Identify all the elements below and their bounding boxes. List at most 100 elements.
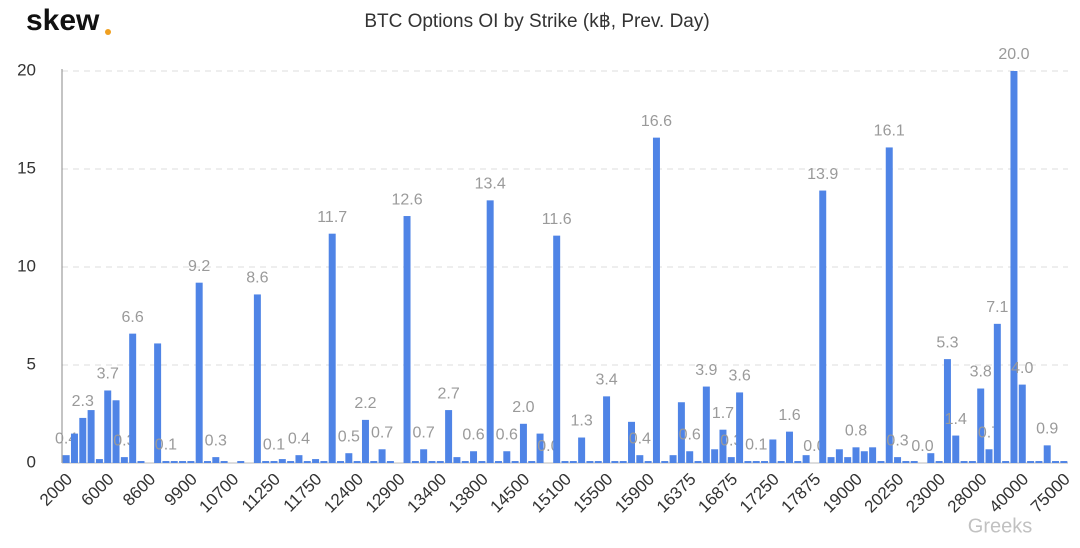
bar	[95, 459, 103, 463]
bar	[752, 461, 760, 463]
bar	[943, 359, 951, 463]
bar	[777, 461, 785, 463]
x-tick-label: 75000	[1027, 470, 1074, 517]
bar	[910, 461, 918, 463]
data-label: 11.6	[542, 211, 572, 228]
data-label: 0.9	[1036, 421, 1058, 438]
data-label: 0.3	[886, 432, 908, 449]
data-label: 3.4	[595, 372, 617, 389]
bar	[470, 451, 478, 463]
bar	[162, 461, 170, 463]
bar	[736, 392, 744, 463]
x-tick-label: 19000	[819, 470, 866, 517]
bar	[237, 461, 245, 463]
bar	[120, 457, 128, 463]
bar	[154, 343, 162, 463]
y-tick-label: 0	[27, 452, 36, 471]
logo-dot	[105, 29, 111, 35]
data-label: 2.7	[437, 385, 459, 402]
bar	[619, 461, 627, 463]
bar	[212, 457, 220, 463]
bar	[70, 433, 78, 463]
bar	[686, 451, 694, 463]
bar	[428, 461, 436, 463]
bar	[1060, 461, 1068, 463]
bar	[628, 421, 636, 463]
x-tick-label: 6000	[78, 470, 118, 510]
data-label: 0.7	[413, 424, 435, 441]
bar	[819, 190, 827, 463]
data-label: 0.8	[845, 423, 867, 440]
bar	[328, 233, 336, 463]
x-tick-label: 17250	[736, 470, 783, 517]
bar	[993, 323, 1001, 463]
x-tick-label: 23000	[902, 470, 949, 517]
data-label: 6.6	[122, 309, 144, 326]
data-label: 1.4	[945, 411, 967, 428]
bar	[636, 455, 644, 463]
data-label: 2.3	[72, 393, 94, 410]
bar	[553, 235, 561, 463]
bar	[129, 333, 137, 463]
data-label: 0.0	[911, 438, 933, 455]
chart-title: BTC Options OI by Strike (k฿, Prev. Day)	[364, 11, 709, 32]
bar	[295, 455, 303, 463]
bar	[844, 457, 852, 463]
bar	[204, 461, 211, 463]
bar	[835, 449, 843, 463]
bar	[977, 388, 985, 463]
bar	[478, 461, 486, 463]
bar	[1010, 71, 1018, 463]
x-tick-label: 11250	[238, 470, 284, 516]
bar	[968, 461, 976, 463]
bar	[952, 435, 960, 463]
bar	[503, 451, 511, 463]
bar	[370, 461, 378, 463]
bar	[87, 410, 95, 463]
data-label: 0.7	[371, 424, 393, 441]
x-tick-label: 12900	[362, 470, 409, 517]
bar	[960, 461, 968, 463]
data-label: 0.1	[745, 436, 767, 453]
bar	[578, 437, 586, 463]
bar	[927, 453, 935, 463]
bar	[445, 410, 453, 463]
data-label: 13.9	[807, 166, 838, 183]
bar	[320, 461, 328, 463]
data-label: 3.8	[970, 364, 992, 381]
data-label: 0.6	[462, 426, 484, 443]
bar	[652, 137, 660, 463]
bar	[536, 433, 544, 463]
bar	[361, 419, 369, 463]
x-tick-label: 11750	[280, 470, 326, 516]
bar	[802, 455, 810, 463]
bar	[195, 282, 203, 463]
bar	[312, 459, 320, 463]
y-tick-label: 5	[27, 354, 36, 373]
data-label: 16.1	[874, 123, 905, 140]
data-label: 3.7	[97, 366, 119, 383]
data-label: 20.0	[998, 46, 1029, 63]
bar	[702, 386, 710, 463]
bar	[852, 447, 860, 463]
bar	[877, 461, 885, 463]
data-label: 12.6	[391, 191, 422, 208]
bar	[187, 461, 195, 463]
x-tick-label: 20250	[861, 470, 908, 517]
bar	[79, 417, 87, 463]
bar	[586, 461, 594, 463]
bar	[386, 461, 394, 463]
bar	[511, 461, 519, 463]
data-label: 0.1	[155, 436, 177, 453]
data-label: 1.6	[778, 407, 800, 424]
x-tick-label: 40000	[985, 470, 1032, 517]
x-tick-label: 15100	[528, 470, 575, 517]
bar	[785, 431, 793, 463]
bar	[761, 461, 769, 463]
bar	[677, 402, 685, 463]
bar	[411, 461, 419, 463]
bar	[378, 449, 386, 463]
data-label: 13.4	[475, 176, 506, 193]
data-label: 3.6	[728, 368, 750, 385]
data-label: 1.3	[571, 413, 593, 430]
